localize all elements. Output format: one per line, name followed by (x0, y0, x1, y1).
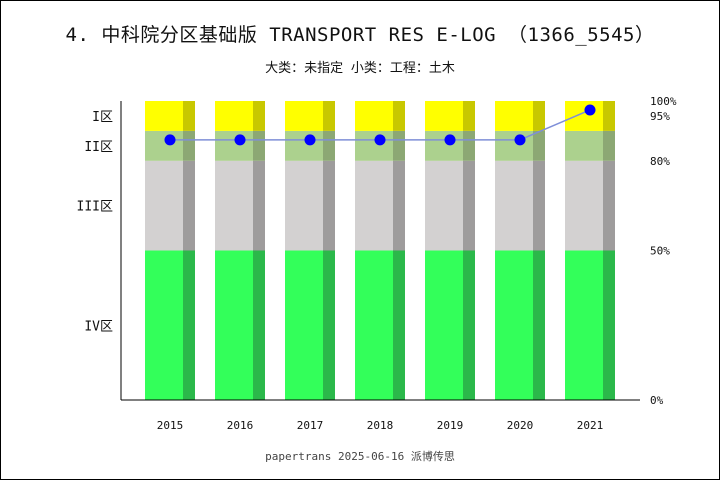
zone-label: IV区 (84, 319, 113, 334)
bar-segment-2018-zone1 (355, 101, 393, 131)
bar-segment-2015-zone2 (145, 130, 183, 161)
bar-side-2021-zone1 (603, 101, 615, 131)
zone-label: II区 (84, 140, 113, 155)
x-tick-label: 2018 (367, 419, 394, 432)
bar-segment-2017-zone4 (285, 250, 323, 400)
bar-side-2021-zone4 (603, 250, 615, 400)
bar-segment-2021-zone4 (565, 250, 603, 400)
data-point-2021 (584, 104, 596, 116)
bar-segment-2020-zone4 (495, 250, 533, 400)
chart-footer: papertrans 2025-06-16 派博传思 (265, 450, 455, 463)
bar-segment-2021-zone1 (565, 101, 603, 131)
bar-segment-2018-zone3 (355, 160, 393, 251)
bar-side-2018-zone3 (393, 160, 405, 251)
data-point-2016 (234, 134, 246, 146)
bar-segment-2015-zone4 (145, 250, 183, 400)
bar-side-2019-zone2 (463, 130, 475, 161)
bar-segment-2018-zone2 (355, 130, 393, 161)
bar-segment-2016-zone4 (215, 250, 253, 400)
data-point-2015 (164, 134, 176, 146)
x-tick-label: 2021 (577, 419, 604, 432)
zone-label: III区 (77, 200, 113, 215)
bar-side-2020-zone2 (533, 130, 545, 161)
bar-side-2018-zone2 (393, 130, 405, 161)
bar-segment-2016-zone2 (215, 130, 253, 161)
chart-title: 4. 中科院分区基础版 TRANSPORT RES E-LOG （1366_55… (65, 24, 655, 46)
bar-side-2020-zone1 (533, 101, 545, 131)
bar-side-2017-zone2 (323, 130, 335, 161)
data-point-2020 (514, 134, 526, 146)
bar-segment-2020-zone1 (495, 101, 533, 131)
bar-side-2021-zone3 (603, 160, 615, 251)
x-tick-label: 2017 (297, 419, 324, 432)
percent-tick-label: 80% (650, 155, 670, 168)
bar-segment-2021-zone3 (565, 160, 603, 251)
bar-segment-2017-zone3 (285, 160, 323, 251)
bar-side-2019-zone3 (463, 160, 475, 251)
bar-side-2017-zone4 (323, 250, 335, 400)
bar-side-2018-zone4 (393, 250, 405, 400)
x-tick-label: 2015 (157, 419, 184, 432)
bar-segment-2019-zone2 (425, 130, 463, 161)
data-point-2019 (444, 134, 456, 146)
percent-tick-label: 95% (650, 110, 670, 123)
bar-segment-2016-zone3 (215, 160, 253, 251)
bar-side-2020-zone3 (533, 160, 545, 251)
bar-segment-2021-zone2 (565, 130, 603, 161)
bar-segment-2018-zone4 (355, 250, 393, 400)
bar-segment-2019-zone3 (425, 160, 463, 251)
bar-side-2016-zone1 (253, 101, 265, 131)
bar-side-2020-zone4 (533, 250, 545, 400)
bar-segment-2017-zone2 (285, 130, 323, 161)
data-point-2018 (374, 134, 386, 146)
zone-label: I区 (92, 110, 113, 125)
data-point-2017 (304, 134, 316, 146)
bar-segment-2016-zone1 (215, 101, 253, 131)
bar-side-2017-zone3 (323, 160, 335, 251)
bar-side-2017-zone1 (323, 101, 335, 131)
percent-tick-label: 0% (650, 394, 664, 407)
bar-side-2015-zone4 (183, 250, 195, 400)
bar-segment-2017-zone1 (285, 101, 323, 131)
bar-segment-2020-zone2 (495, 130, 533, 161)
x-tick-label: 2016 (227, 419, 254, 432)
bar-segment-2015-zone3 (145, 160, 183, 251)
bar-side-2016-zone2 (253, 130, 265, 161)
percent-tick-label: 50% (650, 245, 670, 258)
bar-side-2019-zone1 (463, 101, 475, 131)
bar-segment-2020-zone3 (495, 160, 533, 251)
bar-side-2018-zone1 (393, 101, 405, 131)
chart-subtitle: 大类：未指定 小类：工程：土木 (265, 61, 455, 76)
bar-segment-2015-zone1 (145, 101, 183, 131)
bar-side-2015-zone3 (183, 160, 195, 251)
x-tick-label: 2020 (507, 419, 534, 432)
x-tick-label: 2019 (437, 419, 464, 432)
bar-segment-2019-zone1 (425, 101, 463, 131)
bar-side-2016-zone4 (253, 250, 265, 400)
bar-side-2015-zone1 (183, 101, 195, 131)
bar-segment-2019-zone4 (425, 250, 463, 400)
bar-side-2016-zone3 (253, 160, 265, 251)
bar-side-2021-zone2 (603, 130, 615, 161)
percent-tick-label: 100% (650, 95, 677, 108)
bar-side-2015-zone2 (183, 130, 195, 161)
bar-side-2019-zone4 (463, 250, 475, 400)
